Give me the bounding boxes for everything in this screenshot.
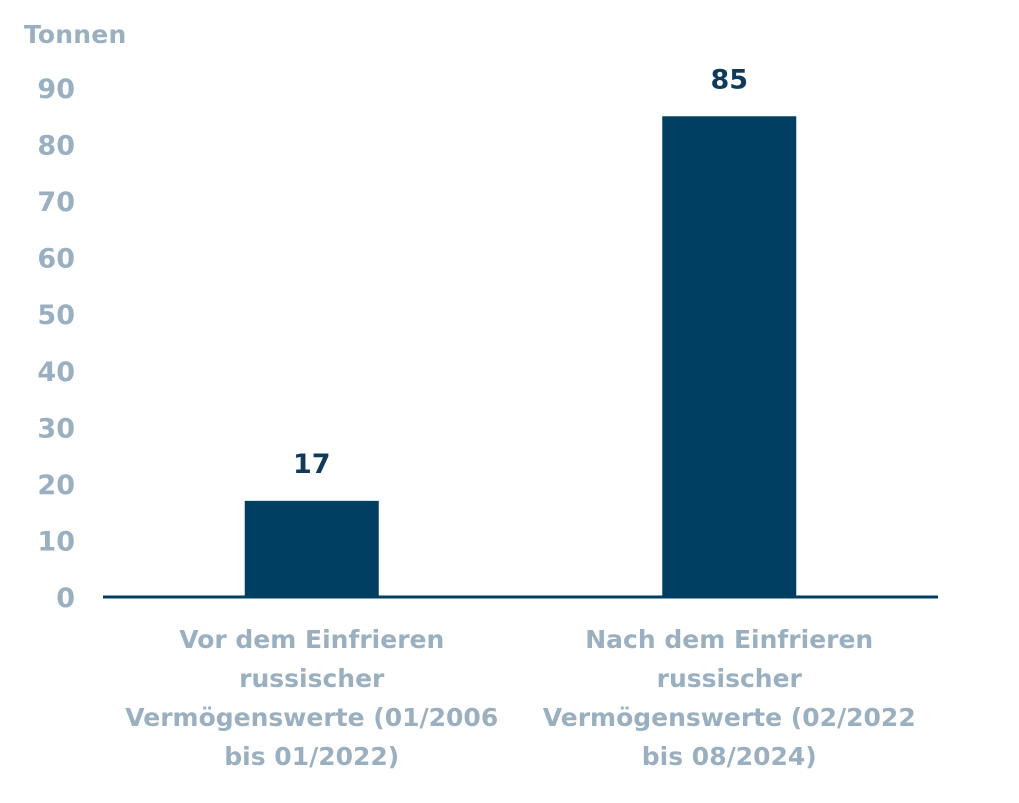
y-tick-label: 30 — [37, 413, 75, 444]
category-label-line: Vermögenswerte (01/2006 — [125, 703, 498, 732]
y-axis-ticks: 0 10 20 30 40 50 60 70 80 90 — [37, 74, 75, 614]
category-label-line: russischer — [657, 664, 803, 693]
y-tick-label: 90 — [37, 74, 75, 105]
category-label: Nach dem Einfrieren russischer Vermögenswe… — [543, 625, 916, 771]
category-label-line: Nach dem Einfrieren — [585, 625, 873, 654]
y-axis-unit-label: Tonnen — [24, 20, 127, 49]
category-label-line: russischer — [239, 664, 385, 693]
y-tick-label: 0 — [56, 583, 75, 614]
category-label-line: bis 08/2024) — [642, 742, 817, 771]
bar — [244, 500, 379, 597]
x-axis-category-labels: Vor dem Einfrieren russischer Vermögenswer… — [125, 625, 915, 771]
y-tick-label: 70 — [37, 187, 75, 218]
category-label: Vor dem Einfrieren russischer Vermögenswer… — [125, 625, 498, 771]
bars — [244, 116, 797, 598]
category-label-line: Vor dem Einfrieren — [179, 625, 444, 654]
y-tick-label: 20 — [37, 470, 75, 501]
y-tick-label: 10 — [37, 526, 75, 557]
data-label: 17 — [293, 449, 331, 480]
bar — [662, 116, 797, 598]
data-label: 85 — [710, 64, 748, 95]
y-tick-label: 40 — [37, 357, 75, 388]
y-tick-label: 80 — [37, 131, 75, 162]
category-label-line: bis 01/2022) — [224, 742, 399, 771]
y-tick-label: 50 — [37, 300, 75, 331]
y-tick-label: 60 — [37, 244, 75, 275]
category-label-line: Vermögenswerte (02/2022 — [543, 703, 916, 732]
